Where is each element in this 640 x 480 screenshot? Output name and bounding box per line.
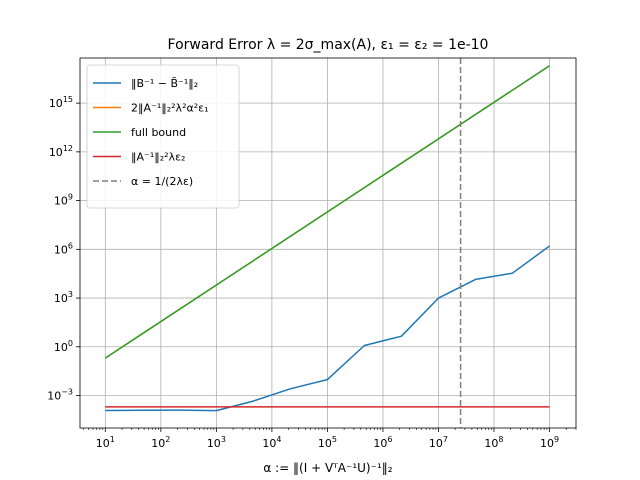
x-tick-label: 104 — [262, 435, 281, 450]
y-tick-label: 103 — [54, 290, 73, 305]
y-tick-label: 1015 — [49, 95, 73, 110]
y-tick-label: 100 — [54, 339, 73, 354]
legend-label-0: ‖B⁻¹ − B̃⁻¹‖₂ — [131, 77, 198, 90]
x-tick-label: 107 — [429, 435, 448, 450]
y-tick-label: 106 — [54, 241, 73, 256]
series-line-2 — [104, 65, 550, 359]
x-tick-label: 103 — [207, 435, 226, 450]
x-tick-label: 109 — [540, 435, 559, 450]
series-line-0 — [105, 245, 550, 412]
x-tick-label: 105 — [318, 435, 337, 450]
y-axis-ticks: 10−3 100 103 106 109 1012 1015 — [47, 95, 80, 403]
x-tick-label: 108 — [484, 435, 503, 450]
legend-box — [86, 64, 240, 209]
x-axis-ticks: 101 102 103 104 105 106 107 108 109 — [82, 428, 577, 450]
legend-label-3: ‖A⁻¹‖₂²λε₂ — [131, 151, 185, 164]
legend-label-4: α = 1/(2λε) — [131, 175, 193, 188]
legend-label-2: full bound — [131, 126, 186, 139]
chart-title: Forward Error λ = 2σ_max(A), ε₁ = ε₂ = 1… — [168, 37, 489, 53]
y-tick-label: 1012 — [49, 144, 73, 159]
y-tick-label: 10−3 — [47, 388, 73, 403]
legend-label-1: 2‖A⁻¹‖₂²λ²α²ε₁ — [131, 102, 209, 115]
legend: ‖B⁻¹ − B̃⁻¹‖₂ 2‖A⁻¹‖₂²λ²α²ε₁ full bound ‖A⁻… — [86, 64, 240, 209]
plot-frame — [79, 57, 577, 429]
x-tick-label: 101 — [96, 435, 115, 450]
plot-lines — [104, 58, 550, 428]
x-axis-label: α := ‖(I + VᵀA⁻¹U)⁻¹‖₂ — [263, 461, 392, 475]
x-tick-label: 102 — [151, 435, 170, 450]
x-tick-label: 106 — [373, 435, 392, 450]
y-tick-label: 109 — [54, 193, 73, 208]
